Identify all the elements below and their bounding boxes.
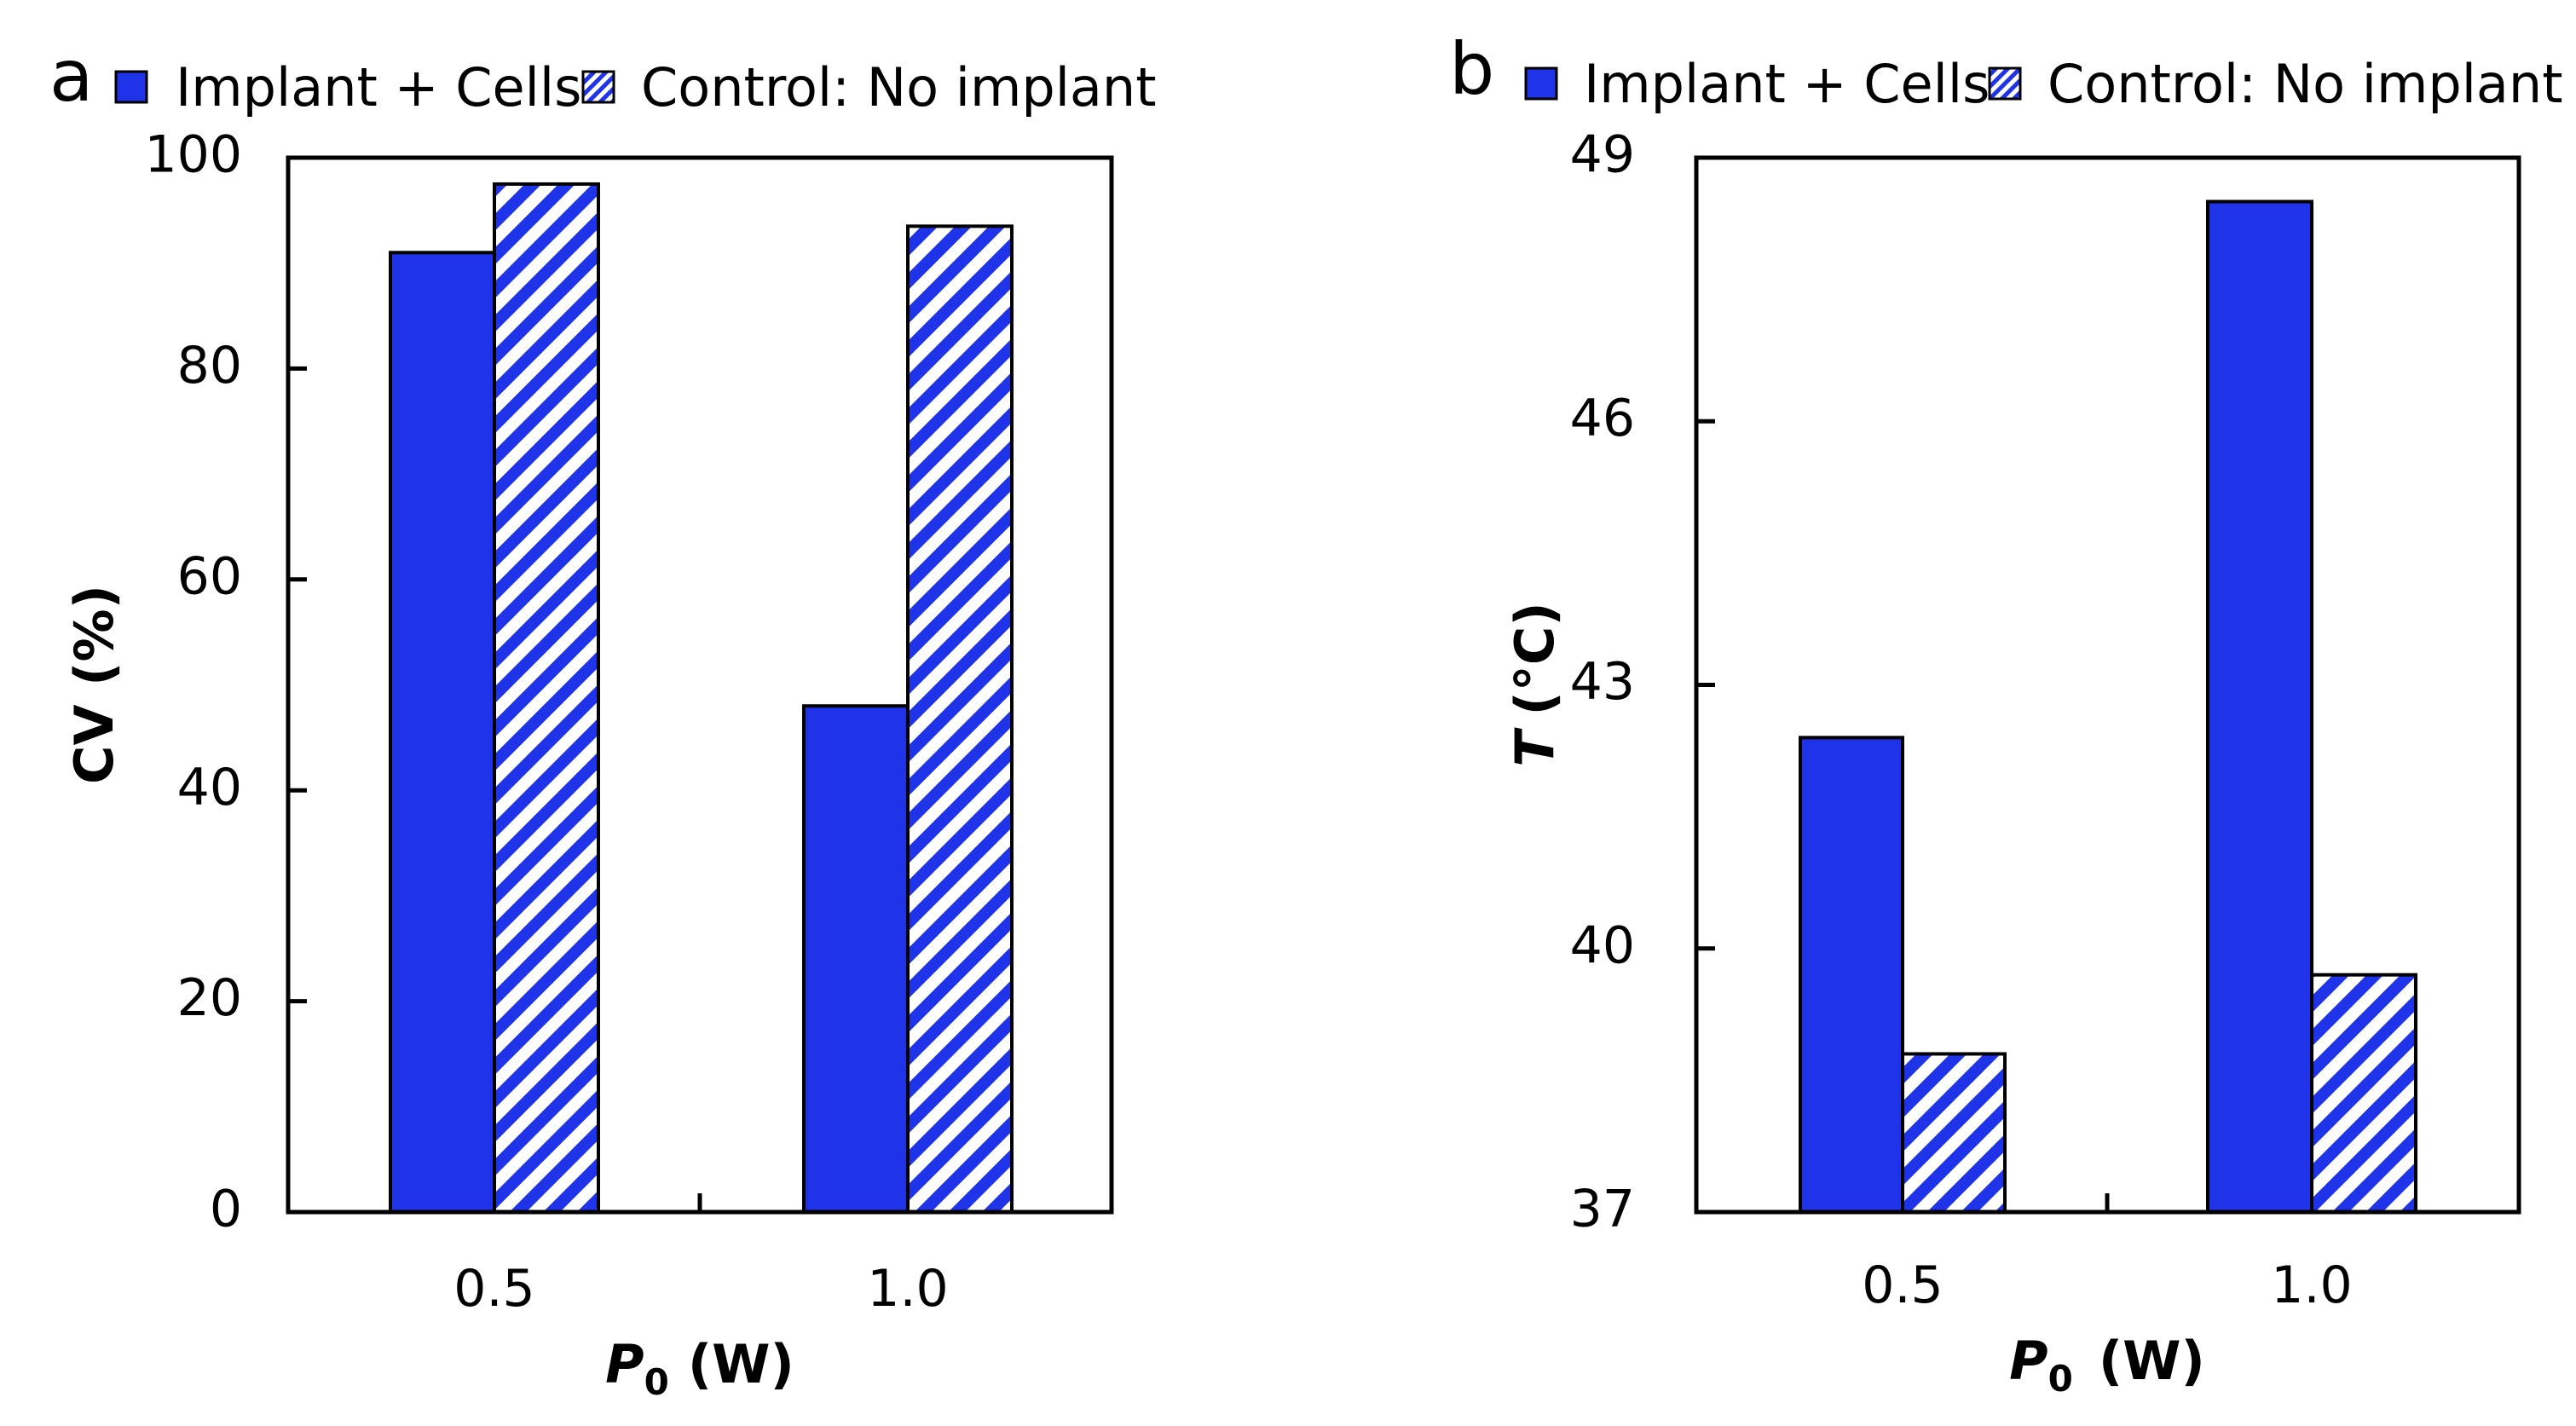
legend-label-implant: Implant + Cells: [176, 56, 581, 118]
x-tick-label-a-0.5: 0.5: [453, 1259, 534, 1319]
x-tick-label-b-0.5: 0.5: [1862, 1256, 1943, 1315]
legend-label-control-b: Control: No implant: [2048, 53, 2563, 115]
x-tick-label-a-1.0: 1.0: [867, 1259, 948, 1319]
panel-b-y-ticks: 37 40 43 46 49: [1570, 125, 1715, 1239]
x-axis-title-a: P0 (W): [605, 1333, 794, 1403]
bar-a-implant-1.0: [802, 704, 910, 1214]
bar-b-control-0.5: [1901, 1052, 2007, 1214]
legend-swatch-control: [581, 70, 615, 104]
panel-a-legend: Implant + Cells Control: No implant: [114, 56, 1157, 118]
y-axis-title-a: CV (%): [63, 585, 125, 784]
y-tick-label-a-100: 100: [144, 125, 242, 185]
panel-b-plot: [1694, 155, 2521, 1215]
y-tick-label-a-0: 0: [210, 1180, 242, 1239]
x-axis-title-b: P0 (W): [2009, 1330, 2205, 1400]
legend-swatch-implant-b: [1524, 66, 1558, 101]
panel-b-legend: Implant + Cells Control: No implant: [1524, 53, 2563, 115]
y-axis-title-b: T (°C): [1504, 602, 1566, 766]
bar-b-control-1.0: [2310, 973, 2417, 1215]
panel-b-letter: b: [1449, 27, 1494, 111]
panel-b: b Implant + Cells Control: No implant 37…: [1449, 27, 2563, 1400]
x-axis-unit-b: (W): [2099, 1330, 2205, 1392]
y-axis-symbol-b: T: [1504, 727, 1566, 767]
bar-a-implant-0.5: [389, 251, 496, 1215]
x-axis-unit-a: (W): [688, 1333, 794, 1395]
panel-b-x-labels: 0.5 1.0 P0 (W): [1862, 1256, 2352, 1400]
y-tick-label-b-49: 49: [1570, 125, 1635, 185]
y-tick-label-b-43: 43: [1570, 652, 1635, 712]
legend-swatch-control-b: [1988, 66, 2022, 101]
x-axis-subscript-b: 0: [2048, 1358, 2073, 1400]
bar-b-implant-1.0: [2206, 199, 2313, 1215]
legend-label-implant-b: Implant + Cells: [1584, 53, 1990, 115]
x-axis-subscript-a: 0: [644, 1361, 669, 1403]
y-tick-label-a-20: 20: [177, 968, 242, 1028]
bar-a-control-1.0: [906, 224, 1014, 1214]
bar-a-control-0.5: [493, 182, 600, 1214]
y-tick-label-a-40: 40: [177, 758, 242, 817]
legend-label-control: Control: No implant: [641, 56, 1157, 118]
y-tick-label-a-80: 80: [177, 336, 242, 395]
panel-a-letter: a: [49, 34, 93, 118]
x-tick-label-b-1.0: 1.0: [2271, 1256, 2352, 1315]
panel-a-x-labels: 0.5 1.0 P0 (W): [453, 1259, 948, 1403]
panel-a-y-ticks: 0 20 40 60 80 100: [144, 125, 307, 1239]
y-tick-label-b-46: 46: [1570, 389, 1635, 448]
y-tick-label-a-60: 60: [177, 546, 242, 606]
panel-a: a Implant + Cells Control: No implant 0 …: [49, 34, 1157, 1403]
y-axis-unit-b: (°C): [1504, 602, 1566, 715]
panel-a-plot: [286, 155, 1114, 1215]
legend-swatch-implant: [114, 70, 148, 104]
y-tick-label-b-40: 40: [1570, 915, 1635, 975]
x-axis-symbol-b: P: [2009, 1330, 2048, 1392]
y-tick-label-b-37: 37: [1570, 1180, 1635, 1239]
x-axis-symbol-a: P: [605, 1333, 644, 1395]
bar-b-implant-0.5: [1799, 736, 1904, 1214]
